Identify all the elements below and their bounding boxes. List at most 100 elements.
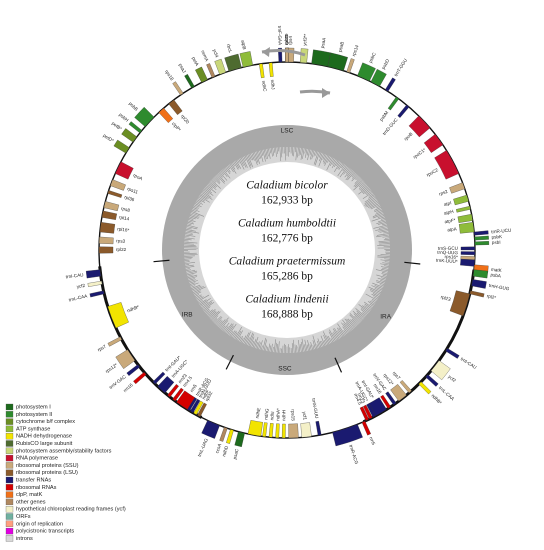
- gene: [259, 63, 265, 79]
- gc-spike: [358, 183, 366, 189]
- gc-spike: [280, 147, 283, 158]
- gc-spike: [374, 285, 383, 289]
- gene-label: rpl23: [440, 294, 452, 302]
- gc-spike: [248, 154, 252, 161]
- gene-label: rps8: [121, 206, 131, 213]
- gc-spike: [220, 320, 229, 330]
- gc-spike: [186, 270, 198, 274]
- gc-spike: [233, 161, 239, 170]
- gc-spike: [261, 345, 263, 350]
- gc-spike: [263, 149, 267, 160]
- legend-label: other genes: [16, 499, 46, 505]
- gc-spike: [374, 207, 381, 211]
- legend-swatch: [5, 476, 14, 484]
- legend-label: hypothetical chloroplast reading frames …: [16, 507, 126, 513]
- arrow-head: [322, 88, 330, 98]
- gc-spike: [323, 339, 327, 346]
- gc-spike: [369, 303, 374, 307]
- gc-spike: [186, 228, 196, 232]
- gene-label: petB*: [111, 121, 123, 132]
- gene-label: atpH: [444, 209, 455, 216]
- legend-swatch: [5, 498, 14, 506]
- gc-spike: [200, 301, 209, 307]
- legend-label: transfer RNAs: [16, 477, 51, 483]
- gc-spike: [312, 345, 315, 350]
- gc-spike: [207, 308, 216, 316]
- gc-spike: [216, 174, 225, 184]
- gc-spike: [196, 199, 202, 203]
- gene: [115, 349, 136, 369]
- region-label: LSC: [281, 128, 294, 135]
- gc-spike: [259, 150, 264, 163]
- gc-spike: [184, 238, 192, 241]
- gene-label: rps4: [288, 36, 293, 45]
- gene: [206, 63, 216, 78]
- center-labels: Caladium bicolor 162,933 bp Caladium humbo…: [229, 180, 346, 321]
- region-boundary: [225, 354, 234, 370]
- gc-spike: [243, 332, 250, 344]
- gc-spike: [184, 261, 190, 263]
- gc-spike: [302, 148, 305, 159]
- gc-spike: [251, 340, 255, 347]
- gc-spike: [365, 199, 378, 207]
- gene-label: ndhB*: [430, 393, 443, 406]
- gc-spike: [342, 319, 352, 331]
- gc-spike: [376, 280, 385, 284]
- gc-spike: [199, 299, 207, 305]
- gene-label: matK: [491, 267, 503, 273]
- gene: [121, 128, 138, 143]
- gene: [445, 348, 460, 359]
- gene-label: ndhG: [263, 408, 269, 420]
- gc-spike: [376, 205, 381, 209]
- gene-label: rps19: [284, 33, 289, 45]
- legend-swatch: [5, 484, 14, 491]
- gc-spike: [376, 234, 389, 238]
- gc-spike: [234, 161, 240, 169]
- gene-label: atpF*: [444, 218, 456, 225]
- gc-spike: [324, 155, 330, 166]
- gc-spike: [338, 327, 345, 336]
- gc-spike: [378, 228, 388, 232]
- gene: [172, 81, 184, 96]
- gc-spike: [204, 308, 210, 313]
- gc-spike: [238, 158, 245, 170]
- gene-label: ndhJ: [270, 79, 276, 89]
- gene-label: trnR-ACG: [348, 444, 359, 465]
- gc-spike: [364, 305, 371, 311]
- gene-label: rpoA: [132, 173, 144, 182]
- gc-spike: [372, 282, 384, 288]
- gene-label: ccsA: [214, 442, 222, 454]
- gc-spike: [265, 345, 267, 351]
- legend-swatch: [5, 469, 14, 476]
- gc-spike: [198, 197, 205, 202]
- gc-spike: [190, 282, 199, 287]
- gc-spike: [268, 343, 271, 352]
- gc-spike: [334, 160, 339, 167]
- gc-spike: [187, 223, 192, 226]
- gc-spike: [199, 298, 211, 306]
- gc-spike: [354, 179, 363, 188]
- gene: [408, 115, 431, 138]
- gene-label: psbK: [491, 234, 503, 240]
- legend-swatch: [5, 411, 14, 418]
- gc-spike: [209, 181, 216, 188]
- gc-spike: [255, 342, 259, 349]
- gene-label: atpI: [443, 200, 452, 207]
- gene: [453, 194, 469, 206]
- gc-spike: [184, 254, 198, 256]
- gc-spike: [185, 234, 196, 237]
- gc-spike: [300, 341, 304, 352]
- gc-spike: [304, 339, 308, 352]
- gc-spike: [336, 327, 344, 337]
- gc-spike: [351, 172, 356, 178]
- legend-swatch: [5, 535, 14, 542]
- gc-spike: [263, 339, 267, 351]
- gc-spike: [189, 215, 199, 219]
- gc-spike: [351, 174, 358, 182]
- gc-spike: [196, 295, 203, 300]
- gc-spike: [307, 149, 311, 161]
- gene: [366, 403, 377, 418]
- gc-spike: [343, 330, 347, 335]
- gc-spike: [204, 187, 213, 194]
- gc-spike: [384, 261, 390, 263]
